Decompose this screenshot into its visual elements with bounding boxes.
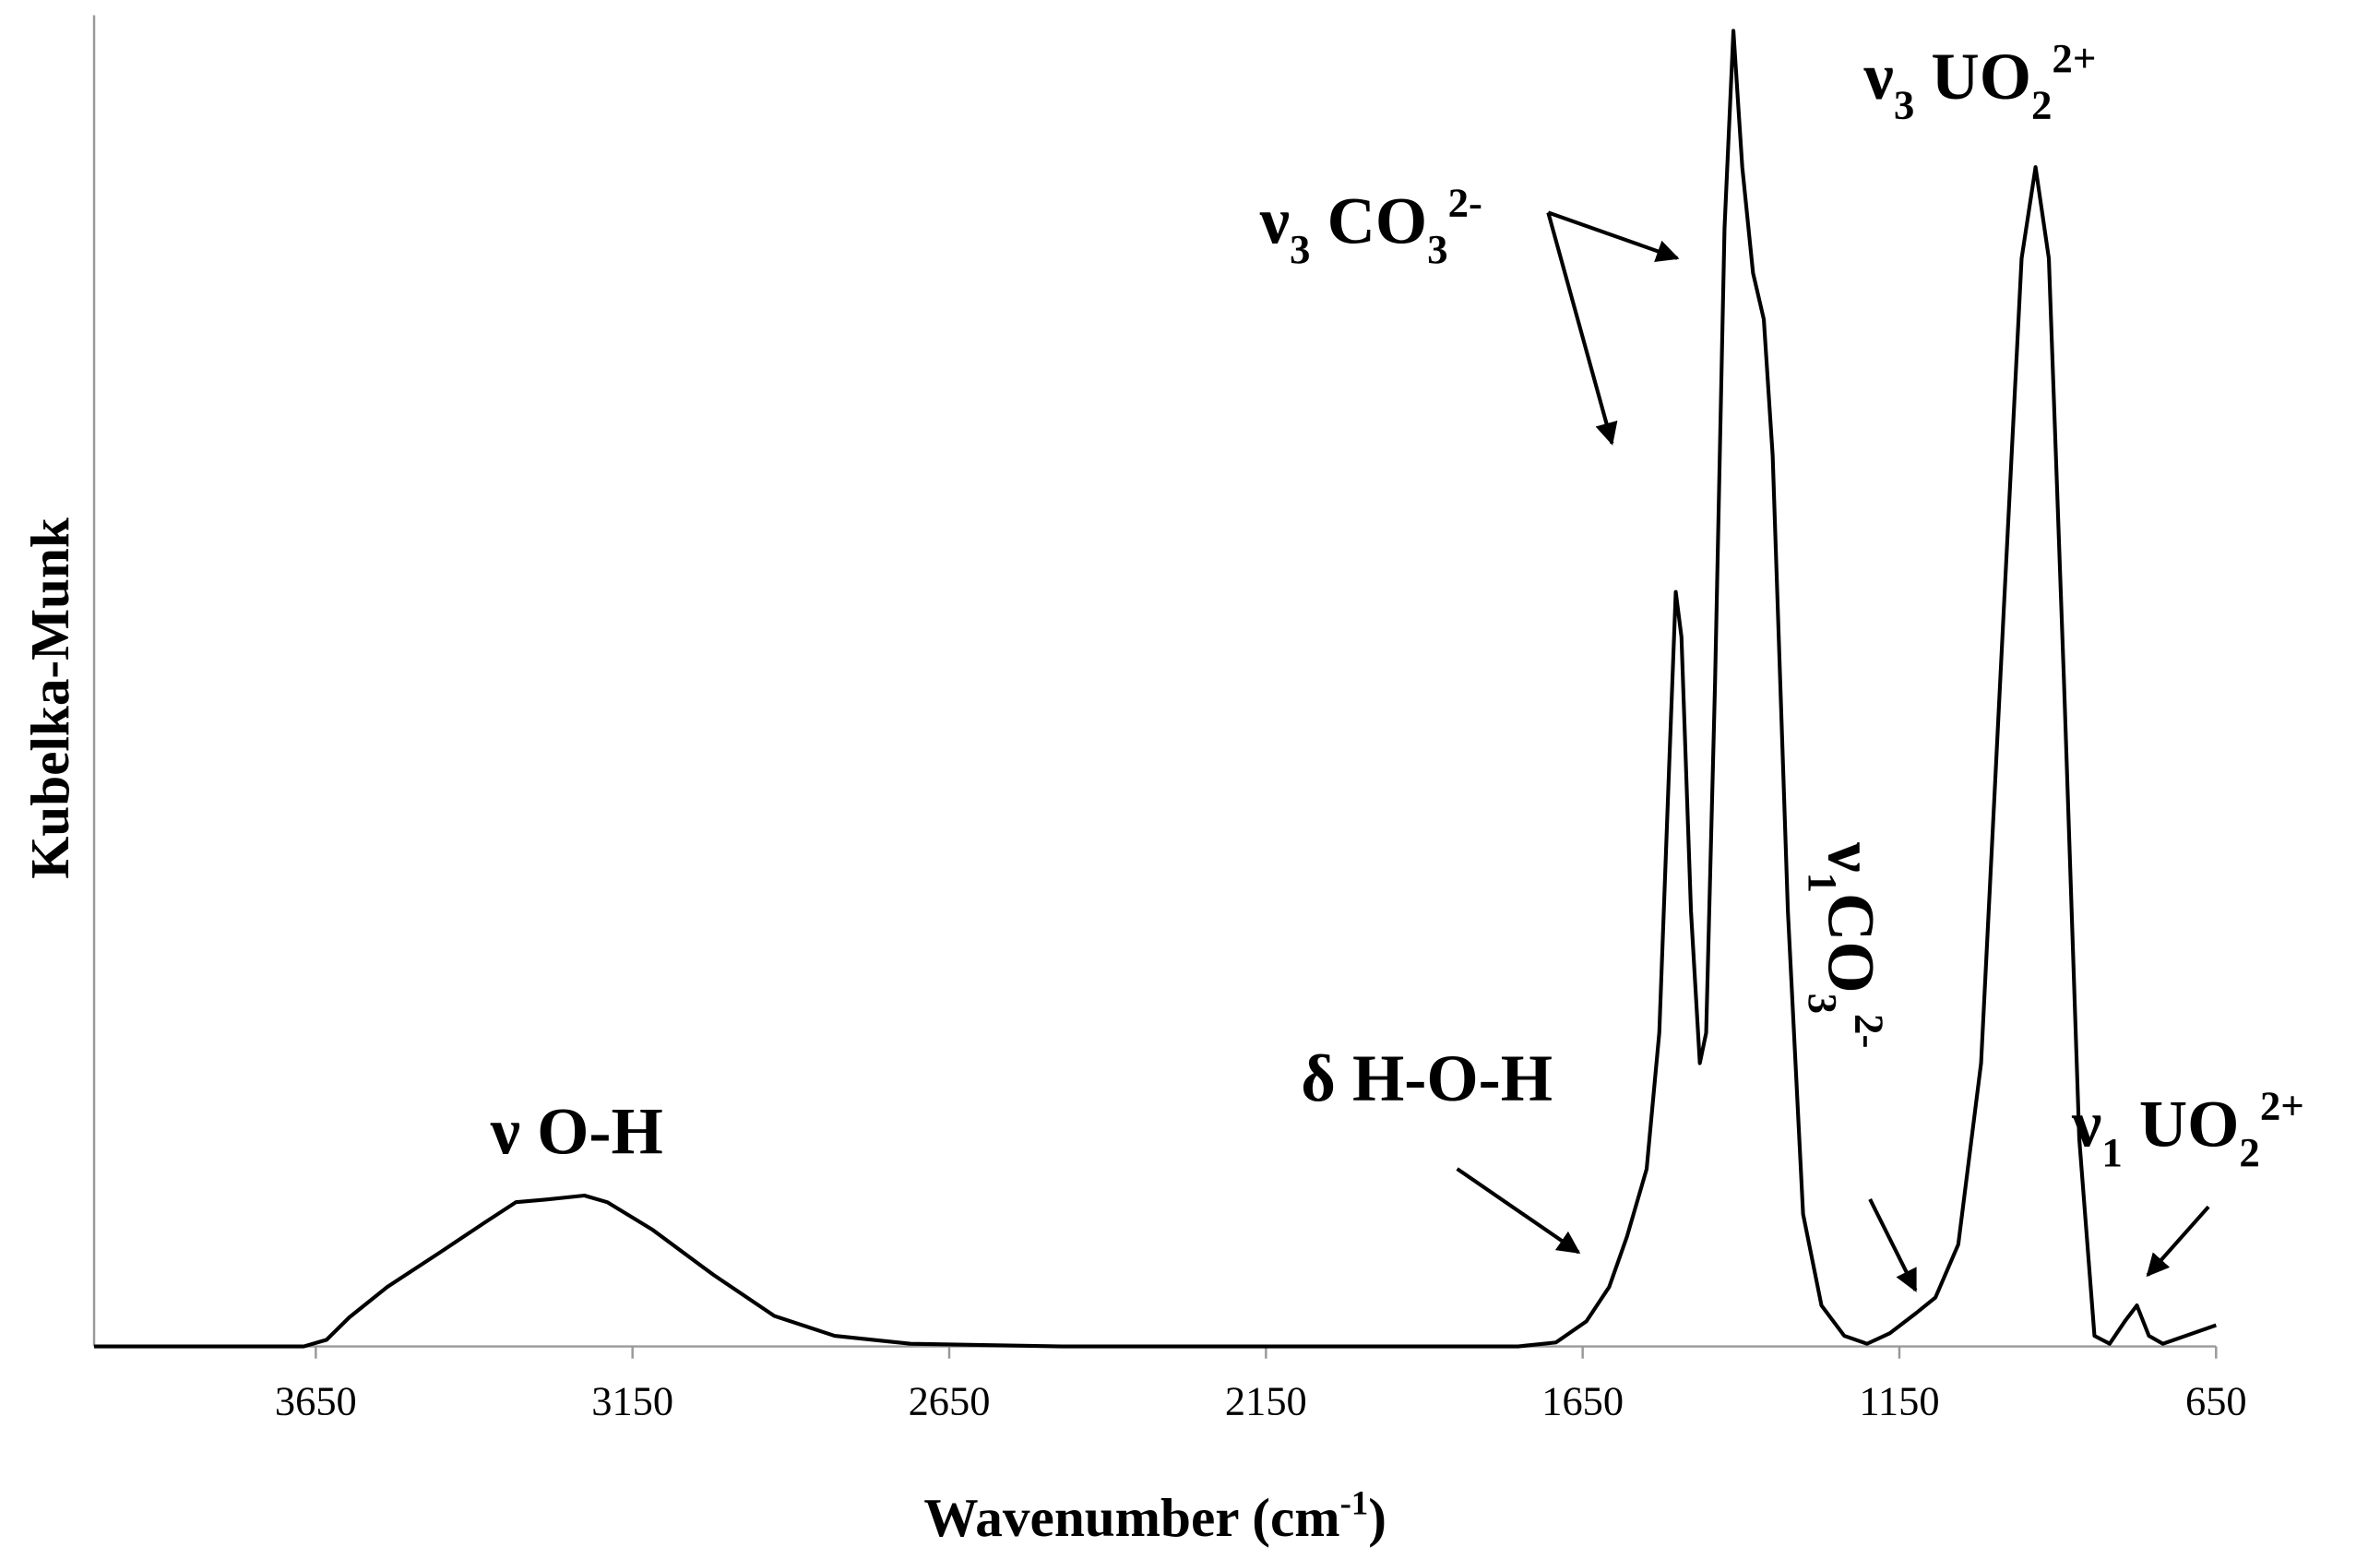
text-part: ) — [1368, 1487, 1386, 1548]
arrow — [1546, 211, 1618, 446]
annotation: ν O-H — [490, 1094, 663, 1169]
text-part: 2 — [2239, 1129, 2259, 1175]
x-tick-label: 2150 — [1225, 1378, 1307, 1424]
text-part: 3 — [1427, 226, 1447, 272]
text-part: 2- — [1847, 1014, 1893, 1048]
text-part: 3 — [1894, 82, 1914, 128]
arrow — [2146, 1205, 2210, 1278]
annotation: ν1CO32- — [1800, 841, 1893, 1048]
text-part: ν — [2071, 1086, 2101, 1160]
text-part: ν — [1815, 841, 1889, 872]
x-tick-label: 1650 — [1541, 1378, 1624, 1424]
x-tick-label: 3650 — [275, 1378, 357, 1424]
annotation: ν1 UO22+ — [2071, 1082, 2304, 1175]
text-part: -1 — [1340, 1484, 1369, 1522]
annotation: ν3 CO32- — [1259, 179, 1482, 272]
x-tick-label: 2650 — [909, 1378, 991, 1424]
text-part: ν — [1259, 183, 1290, 257]
text-part: Wavenumber (cm — [923, 1487, 1339, 1548]
text-part: ν O-H — [490, 1094, 663, 1169]
text-part: CO — [1815, 893, 1889, 994]
x-tick-label: 3150 — [591, 1378, 673, 1424]
text-part: 1 — [2101, 1129, 2122, 1175]
text-part: 3 — [1290, 226, 1310, 272]
text-part: UO — [1914, 39, 2031, 113]
x-axis-title: Wavenumber (cm-1) — [923, 1484, 1386, 1549]
text-part: ν — [1863, 39, 1894, 113]
x-tick-label: 650 — [2185, 1378, 2247, 1424]
text-part: UO — [2123, 1086, 2240, 1160]
text-part: 2+ — [2052, 35, 2096, 81]
text-part: 2 — [2031, 82, 2052, 128]
text-part: 2- — [1448, 179, 1482, 225]
annotation: δ H-O-H — [1301, 1041, 1553, 1115]
annotation: ν3 UO22+ — [1863, 35, 2097, 128]
text-part: 1 — [1800, 873, 1846, 893]
spectrum-line — [94, 29, 2217, 1349]
text-part: 2+ — [2260, 1082, 2304, 1128]
arrow — [1456, 1167, 1581, 1255]
text-part: δ H-O-H — [1301, 1041, 1553, 1115]
text-part: 3 — [1800, 994, 1846, 1014]
text-part: CO — [1310, 183, 1427, 257]
x-tick-label: 1150 — [1859, 1378, 1939, 1424]
arrow — [1868, 1198, 1918, 1292]
arrow — [1547, 210, 1680, 263]
y-axis-title: Kubelka-Munk — [19, 518, 80, 879]
